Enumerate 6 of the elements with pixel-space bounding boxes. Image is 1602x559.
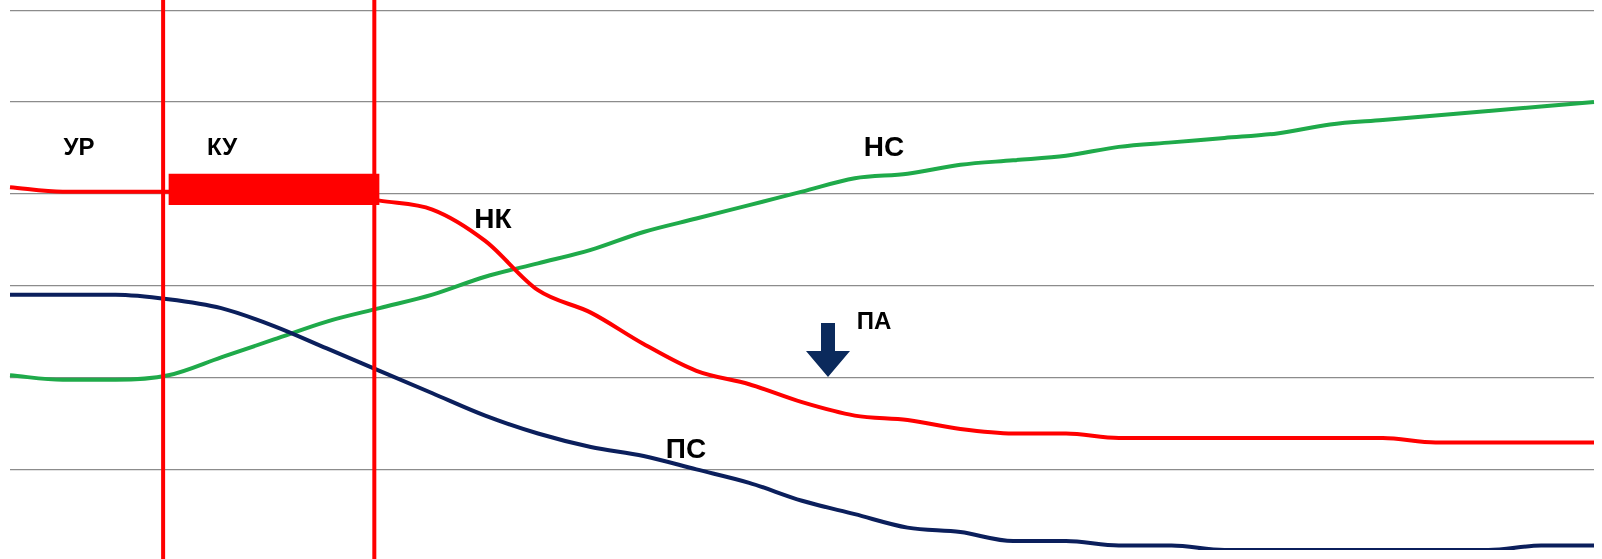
annotation: УР [63,132,95,160]
annotation: КУ [206,132,239,160]
series-label: НС [863,130,905,162]
annotation: ПА [856,306,892,334]
series-label: ПС [665,432,707,464]
series-label: НК [474,202,513,234]
